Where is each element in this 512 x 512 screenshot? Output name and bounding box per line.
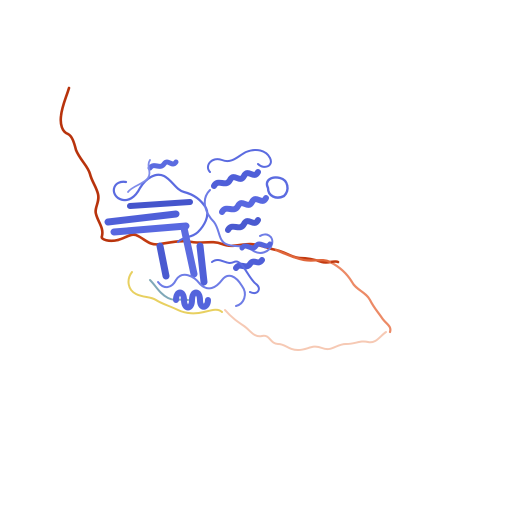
right-domain-helix-1 [211,169,261,189]
right-domain-helix-4 [239,241,273,251]
salmon-loop-upper [328,260,392,334]
right-domain-coil-top [206,149,272,173]
left-domain-coil [112,173,209,244]
left-domain-coil-2 [127,159,151,193]
right-domain-helix-2 [219,195,269,215]
right-domain-ring [265,176,289,199]
left-domain-sheet-2 [110,222,190,236]
lower-domain-sheet-3 [196,242,208,286]
lower-domain-helix [173,289,211,311]
lower-domain-sheet-1 [156,242,170,280]
lower-domain-coil [157,273,246,307]
core-right-domain [203,149,289,254]
lower-domain-coil-right [211,259,260,294]
lower-domain-sheet-2 [180,224,198,278]
left-domain-sheet-1 [104,210,180,226]
core-lower-domain [156,224,265,311]
right-domain-helix-3 [225,217,261,233]
pale-loop-lower [224,309,387,351]
yellow-loop [127,271,223,315]
left-domain-helix-top [147,159,179,171]
disordered-loop-right [224,260,392,351]
core-left-domain [104,159,209,244]
left-domain-sheet-3 [127,199,193,209]
tail-top-strand [59,86,120,243]
right-domain-coil [203,189,274,254]
tail-orange-segment [274,248,332,264]
lower-domain-helix-right [233,257,265,271]
